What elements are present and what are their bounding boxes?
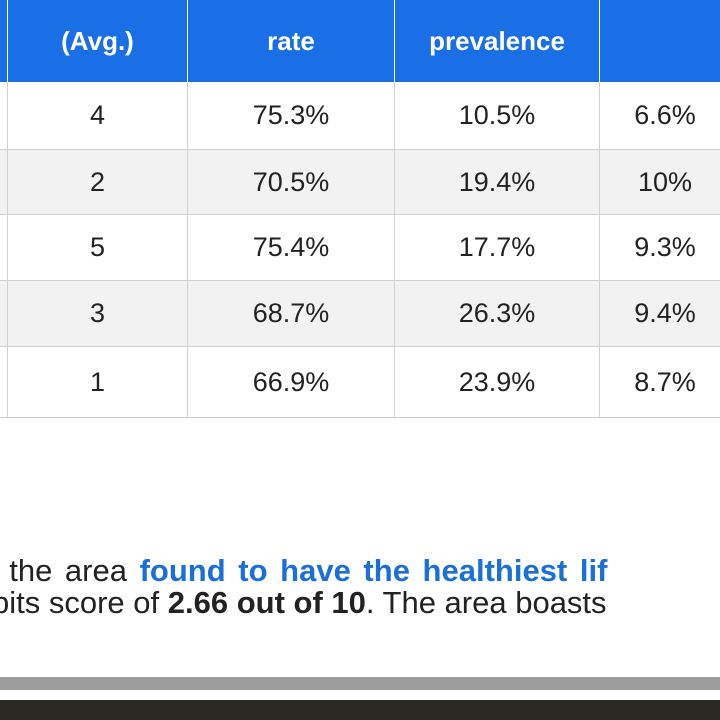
table-row: 4 75.3% 10.5% 6.6%: [0, 82, 720, 150]
header-cell: rate: [188, 0, 395, 82]
table-cell: 3: [8, 281, 188, 347]
text: . The area boasts: [365, 585, 607, 620]
header-cell: prevalence: [395, 0, 600, 82]
table-row: 1 66.9% 23.9% 8.7%: [0, 347, 720, 418]
table-cell: 10%: [600, 150, 720, 215]
table-cell: 68.7%: [188, 281, 395, 347]
table-cell: 23.9%: [395, 347, 600, 418]
table-row: 3 68.7% 26.3% 9.4%: [0, 281, 720, 347]
table-cell: 4: [8, 82, 188, 150]
bold-text: 2.66 out of 10: [167, 585, 366, 620]
table-cell: 66.9%: [188, 347, 395, 418]
divider: [0, 677, 720, 690]
footer-strip: [0, 700, 720, 720]
table-cell: 26.3%: [395, 281, 600, 347]
table-cell: 8.7%: [600, 347, 720, 418]
header-cell: [0, 0, 8, 82]
text: bits score of: [0, 585, 160, 620]
table-cell: [0, 82, 8, 150]
paragraph-line: bits score of 2.66 out of 10. The area b…: [0, 585, 607, 621]
table-cell: 9.3%: [600, 215, 720, 281]
table-cell: 75.4%: [188, 215, 395, 281]
table-cell: 19.4%: [395, 150, 600, 215]
table-cell: [0, 347, 8, 418]
table-cell: 75.3%: [188, 82, 395, 150]
header-cell: (Avg.): [8, 0, 188, 82]
table-cell: [0, 215, 8, 281]
table-row: 5 75.4% 17.7% 9.3%: [0, 215, 720, 281]
table-cell: 70.5%: [188, 150, 395, 215]
table-cell: [0, 281, 8, 347]
table-cell: 9.4%: [600, 281, 720, 347]
table-cell: 17.7%: [395, 215, 600, 281]
table-cell: 1: [8, 347, 188, 418]
table-cell: 10.5%: [395, 82, 600, 150]
paragraph-line: t the area found to have the healthiest …: [0, 553, 607, 589]
table-cell: 2: [8, 150, 188, 215]
link[interactable]: found to have the healthiest lif: [139, 553, 608, 588]
table-row: 2 70.5% 19.4% 10%: [0, 150, 720, 215]
header-row: (Avg.) rate prevalence: [0, 0, 720, 82]
table-cell: [0, 150, 8, 215]
text: t the area: [0, 553, 127, 588]
header-cell: [600, 0, 720, 82]
table-cell: 6.6%: [600, 82, 720, 150]
table-cell: 5: [8, 215, 188, 281]
